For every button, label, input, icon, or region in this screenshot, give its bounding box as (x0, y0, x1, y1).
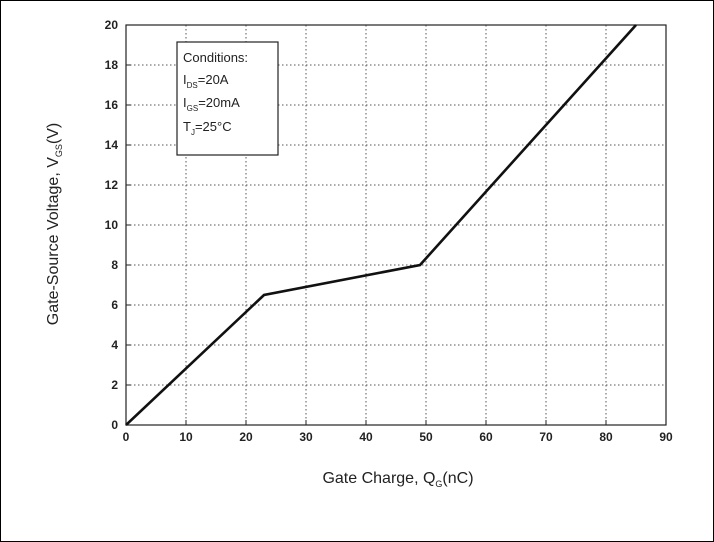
x-tick-label-3: 30 (299, 430, 313, 444)
x-tick-label-7: 70 (539, 430, 553, 444)
x-tick-label-4: 40 (359, 430, 373, 444)
y-tick-label-8: 16 (105, 98, 119, 112)
conditions-title: Conditions: (183, 50, 248, 65)
y-tick-label-6: 12 (105, 178, 119, 192)
y-tick-label-7: 14 (105, 138, 119, 152)
x-tick-label-8: 80 (599, 430, 613, 444)
y-tick-label-1: 2 (111, 378, 118, 392)
y-tick-label-5: 10 (105, 218, 119, 232)
y-tick-label-0: 0 (111, 418, 118, 432)
x-ticks: 0 10 20 30 40 50 60 70 80 90 (123, 420, 673, 444)
y-axis-title: Gate-Source Voltage, VGS(V) (45, 123, 64, 325)
y-tick-label-3: 6 (111, 298, 118, 312)
y-tick-label-10: 20 (105, 18, 119, 32)
y-tick-label-9: 18 (105, 58, 119, 72)
x-tick-label-6: 60 (479, 430, 493, 444)
y-ticks: 0 2 4 6 8 10 12 14 16 18 20 (105, 18, 131, 432)
x-tick-label-5: 50 (419, 430, 433, 444)
y-tick-label-4: 8 (111, 258, 118, 272)
x-axis-title: Gate Charge, QG(nC) (322, 470, 473, 489)
x-tick-label-0: 0 (123, 430, 130, 444)
y-tick-label-2: 4 (111, 338, 118, 352)
x-tick-label-9: 90 (659, 430, 673, 444)
conditions-box: Conditions: IDS=20A IGS=20mA TJ=25°C (177, 42, 278, 155)
x-tick-label-1: 10 (179, 430, 193, 444)
x-tick-label-2: 20 (239, 430, 253, 444)
